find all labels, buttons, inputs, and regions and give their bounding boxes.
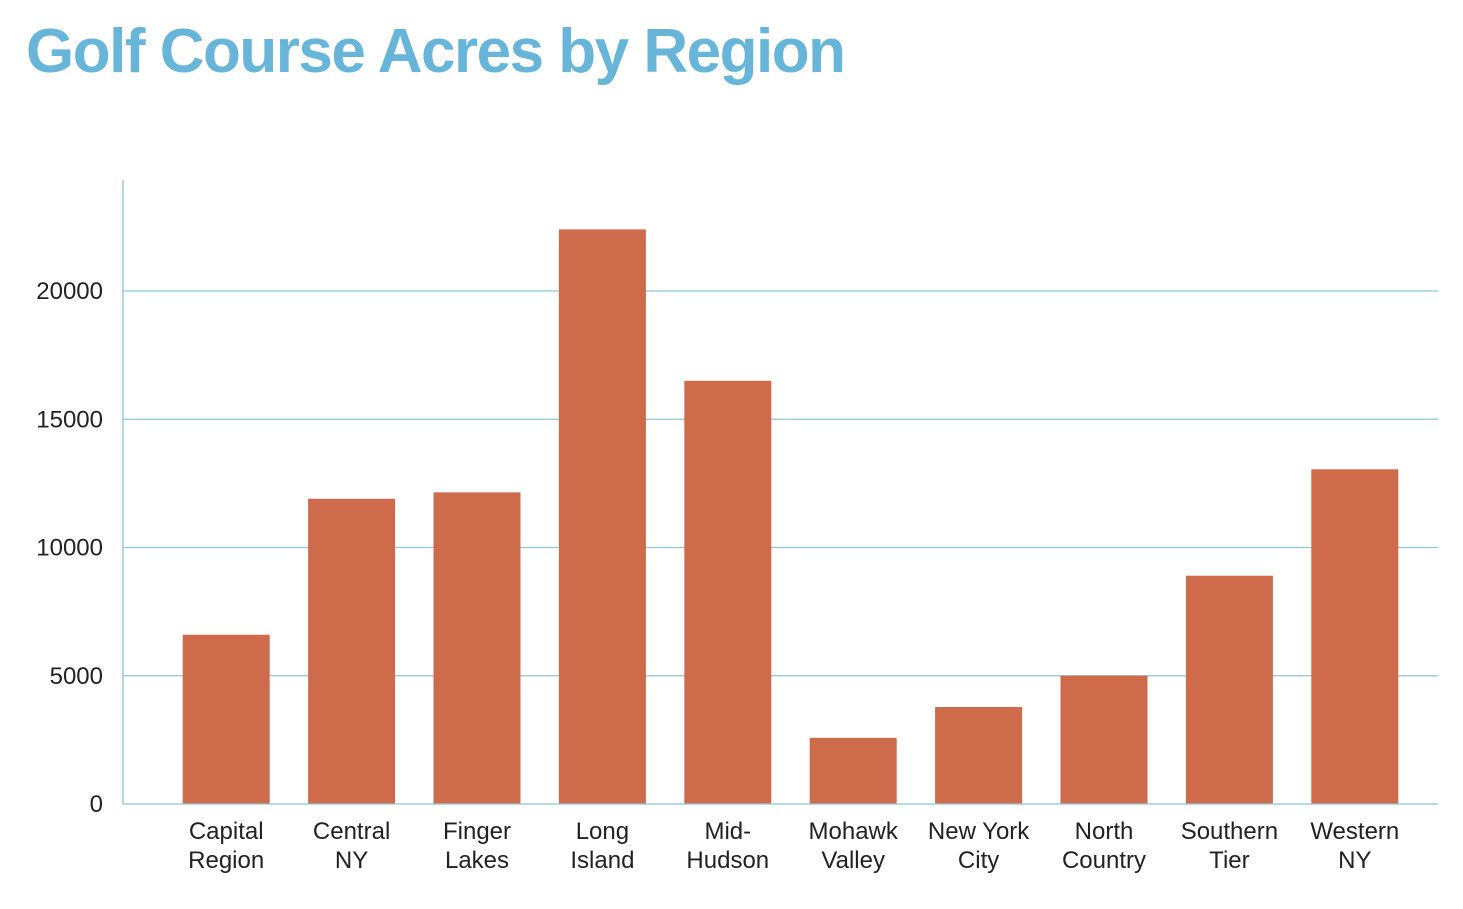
x-category-label-line: North	[1075, 818, 1134, 845]
y-tick-label: 0	[90, 791, 103, 818]
x-category-label-line: New York	[928, 818, 1030, 845]
bar	[1311, 469, 1399, 804]
y-tick-label: 5000	[50, 663, 103, 690]
bar	[558, 229, 646, 804]
bar	[684, 380, 772, 804]
x-category-label-line: NY	[1338, 847, 1371, 874]
x-category-label-line: Country	[1062, 847, 1146, 874]
x-category-label-line: NY	[335, 847, 368, 874]
x-category-label-line: Tier	[1209, 847, 1249, 874]
axes	[122, 180, 1438, 805]
bar	[182, 634, 270, 804]
bar	[1185, 575, 1273, 804]
chart-title: Golf Course Acres by Region	[26, 17, 846, 86]
x-category-label-line: Lakes	[445, 847, 509, 874]
x-category-label-line: Mohawk	[809, 818, 899, 845]
x-category-label-line: Mid-	[704, 818, 751, 845]
y-tick-labels: 0 5000 10000 15000 20000	[36, 278, 103, 818]
x-category-label: New York City	[928, 818, 1030, 874]
x-category-label: Central NY	[313, 818, 390, 874]
x-category-label-line: Valley	[821, 847, 885, 874]
x-category-label: Long Island	[570, 818, 634, 874]
x-category-label: Southern Tier	[1181, 818, 1278, 874]
bars	[182, 229, 1399, 804]
x-category-label-line: Region	[188, 847, 264, 874]
x-category-label: Finger Lakes	[443, 818, 511, 874]
x-category-label-line: Western	[1310, 818, 1399, 845]
bar	[809, 737, 897, 804]
x-category-label-line: City	[958, 847, 999, 874]
x-category-label: Mohawk Valley	[809, 818, 899, 874]
x-category-label-line: Long	[576, 818, 629, 845]
bar	[308, 498, 396, 804]
y-tick-label: 10000	[36, 535, 103, 562]
x-category-label: Western NY	[1310, 818, 1399, 874]
y-tick-label: 15000	[36, 406, 103, 433]
x-category-label: Mid-Hudson	[686, 818, 769, 874]
x-category-label-line: Southern	[1181, 818, 1278, 845]
x-category-label-line: Finger	[443, 818, 511, 845]
bar	[433, 492, 521, 804]
x-category-label-line: Island	[570, 847, 634, 874]
x-category-label-line: Hudson	[686, 847, 769, 874]
x-category-label: Capital Region	[188, 818, 264, 874]
x-category-label-line: Capital	[189, 818, 264, 845]
bar	[935, 707, 1023, 804]
y-tick-label: 20000	[36, 278, 103, 305]
x-category-label-line: Central	[313, 818, 390, 845]
bar	[1060, 675, 1148, 804]
x-category-label: North Country	[1062, 818, 1146, 874]
